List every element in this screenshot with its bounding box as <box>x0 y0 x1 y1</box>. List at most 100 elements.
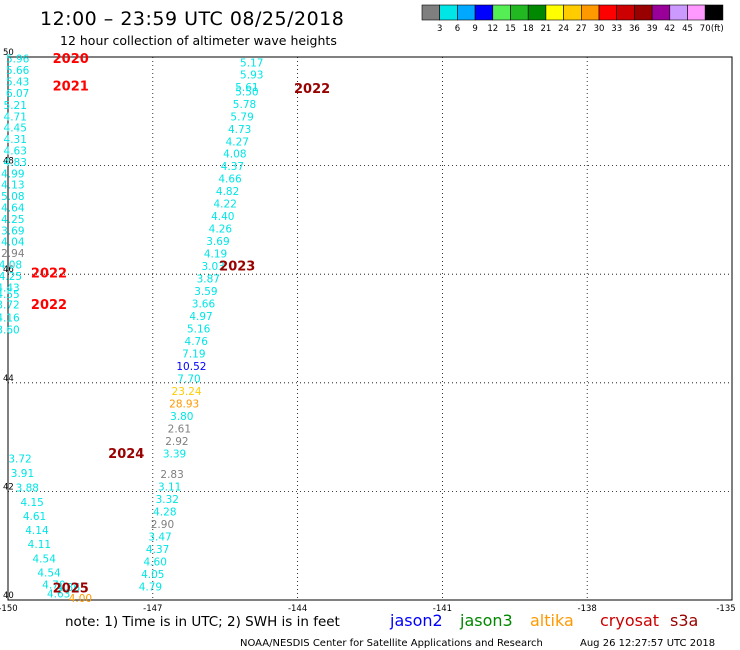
scale-label: 12 <box>487 24 498 34</box>
wave-height-value: 5.16 <box>187 324 211 336</box>
wave-height-value: 4.37 <box>221 161 244 173</box>
x-tick-label: -144 <box>288 604 307 614</box>
y-tick-label: 42 <box>3 482 14 492</box>
time-label: 2022 <box>31 298 67 313</box>
wave-height-value: 3.59 <box>194 286 217 298</box>
time-label: 2021 <box>53 79 89 94</box>
wave-height-value: 4.97 <box>189 311 212 323</box>
wave-height-value: 4.61 <box>23 511 46 523</box>
scale-label: 18 <box>523 24 534 34</box>
x-tick-label: -135 <box>716 604 735 614</box>
wave-height-value: 5.79 <box>230 111 253 123</box>
scale-swatch <box>474 4 494 21</box>
wave-height-value: 5.08 <box>1 191 24 203</box>
wave-height-value: 5.78 <box>233 99 256 111</box>
wave-height-value: 3.47 <box>148 532 171 544</box>
wave-height-value: 28.93 <box>169 399 199 411</box>
wave-height-value: 2.61 <box>168 423 191 435</box>
time-label: 2023 <box>219 260 255 275</box>
x-tick-label: -141 <box>433 604 452 614</box>
wave-height-value: 3.03 <box>201 261 224 273</box>
wave-height-value: 4.60 <box>144 557 167 569</box>
satellite-legend-item: jason3 <box>459 611 513 630</box>
wave-height-value: 3.60 <box>0 325 20 337</box>
footer-note: note: 1) Time is in UTC; 2) SWH is in fe… <box>65 614 340 630</box>
wave-height-value: 4.40 <box>211 211 234 223</box>
scale-label: 36 <box>629 24 640 34</box>
satellite-legend-item: cryosat <box>600 611 659 630</box>
wave-height-value: 4.11 <box>28 539 51 551</box>
x-tick-label: -150 <box>0 604 18 614</box>
scale-label: 39 <box>647 24 658 34</box>
footer-timestamp: Aug 26 12:27:57 UTC 2018 <box>580 638 715 649</box>
wave-height-value: 3.80 <box>170 411 193 423</box>
scale-swatch <box>687 4 706 21</box>
wave-height-value: 4.70 <box>42 579 65 591</box>
scale-swatch <box>580 4 600 21</box>
wave-height-value: 4.00 <box>69 593 92 605</box>
grid-lines <box>8 57 732 600</box>
scale-swatch <box>492 4 511 21</box>
wave-height-value: 5.43 <box>6 77 29 89</box>
satellite-legend: jason2 jason3 altika cryosat s3a <box>389 611 698 630</box>
scale-swatch <box>510 4 529 21</box>
wave-height-value: 23.24 <box>172 386 202 398</box>
x-axis-ticks: -150 -147 -144 -141 -138 -135 <box>0 604 736 614</box>
scale-swatch <box>439 4 458 21</box>
wave-height-value: 4.71 <box>4 111 27 123</box>
wave-height-value: 4.45 <box>4 123 27 135</box>
data-points: 5.965.665.436.075.214.714.454.314.634.83… <box>0 54 263 605</box>
wave-height-value: 4.27 <box>226 136 249 148</box>
chart-subtitle: 12 hour collection of altimeter wave hei… <box>60 33 337 48</box>
wave-height-value: 4.73 <box>228 124 251 136</box>
wave-height-value: 3.91 <box>11 468 34 480</box>
wave-height-value: 4.79 <box>139 582 162 594</box>
scale-swatch <box>704 4 724 21</box>
scale-swatch <box>563 4 582 21</box>
wave-height-value: 5.66 <box>6 65 30 77</box>
time-label: 2024 <box>108 447 144 462</box>
scale-swatch <box>545 4 564 21</box>
wave-height-value: 4.83 <box>4 157 27 169</box>
wave-height-value: 5.61 <box>235 82 258 94</box>
wave-height-value: 3.39 <box>163 448 186 460</box>
wave-height-value: 6.07 <box>6 88 29 100</box>
wave-height-value: 2.92 <box>165 436 188 448</box>
wave-height-value: 4.15 <box>20 497 43 509</box>
scale-label: 9 <box>472 24 477 34</box>
wave-height-value: 4.54 <box>37 567 61 579</box>
wave-height-value: 5.21 <box>4 100 27 112</box>
wave-height-value: 3.72 <box>0 300 20 312</box>
scale-label: 21 <box>540 24 551 34</box>
scale-swatch <box>421 4 441 21</box>
wave-height-value: 4.25 <box>1 214 24 226</box>
wave-height-value: 2.90 <box>151 519 174 531</box>
plot-border <box>7 56 733 601</box>
y-tick-label: 50 <box>3 48 14 58</box>
wave-height-value: 4.08 <box>223 149 246 161</box>
wave-height-value: 4.82 <box>216 186 239 198</box>
time-label: 2025 <box>53 582 89 597</box>
wave-height-value: 3.72 <box>8 453 31 465</box>
wave-height-value: 4.36 <box>57 582 81 594</box>
satellite-legend-item: jason2 <box>389 611 443 630</box>
wave-height-value: 4.26 <box>209 224 233 236</box>
wave-height-value: 3.87 <box>197 274 220 286</box>
wave-height-value: 4.22 <box>214 199 237 211</box>
wave-height-value: 4.19 <box>204 249 227 261</box>
scale-label: 15 <box>505 24 516 34</box>
wave-height-value: 10.52 <box>176 361 206 373</box>
footer-credit: NOAA/NESDIS Center for Satellite Applica… <box>240 638 543 649</box>
wave-height-value: 5.17 <box>240 58 263 70</box>
wave-height-value: 3.69 <box>206 236 229 248</box>
scale-label: 27 <box>576 24 587 34</box>
wave-height-value: 4.76 <box>185 336 209 348</box>
wave-height-value: 4.55 <box>0 289 20 301</box>
time-label: 2022 <box>31 267 67 282</box>
wave-height-value: 4.66 <box>218 174 242 186</box>
wave-height-value: 5.50 <box>235 86 258 98</box>
time-labels: 2020 2021 2022 2022 2022 2023 2024 2025 <box>31 52 330 596</box>
scale-label: 3 <box>437 24 442 34</box>
scale-label: 6 <box>455 24 460 34</box>
